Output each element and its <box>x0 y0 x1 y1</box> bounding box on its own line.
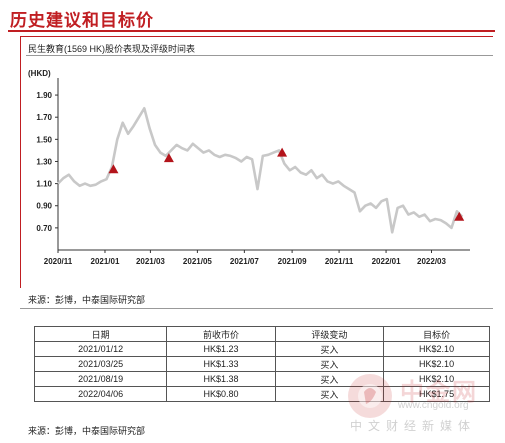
y-tick-label: 0.70 <box>36 224 52 233</box>
cell-rating: 买入 <box>274 386 385 402</box>
x-tick-label: 2021/07 <box>230 257 259 266</box>
watermark-url: www.cngold.org <box>398 400 469 411</box>
cell-prev-close: HK$0.80 <box>166 386 276 402</box>
title-divider <box>8 30 495 32</box>
cell-date: 2021/08/19 <box>33 371 168 387</box>
cell-prev-close: HK$1.33 <box>166 356 276 372</box>
y-tick-label: 1.90 <box>36 91 52 100</box>
table-header-row: 日期 前收市价 评级变动 目标价 <box>33 326 490 342</box>
table-row: 2022/04/06 HK$0.80 买入 HK$1.75 <box>33 386 490 402</box>
watermark-logo-icon <box>348 374 392 418</box>
x-tick-label: 2021/05 <box>183 257 212 266</box>
header-date: 日期 <box>33 326 168 342</box>
y-tick-label: 1.10 <box>36 180 52 189</box>
x-tick-label: 2021/11 <box>325 257 354 266</box>
cell-rating: 买入 <box>274 341 385 357</box>
source-note-top: 来源：彭博，中泰国际研究部 <box>28 295 146 305</box>
page-title: 历史建议和目标价 <box>10 11 154 30</box>
rating-marker <box>454 211 465 221</box>
cell-target: HK$1.75 <box>383 386 490 402</box>
cell-prev-close: HK$1.23 <box>166 341 276 357</box>
header-prev-close: 前收市价 <box>166 326 276 342</box>
chart-frame <box>20 36 494 288</box>
rating-table: 日期 前收市价 评级变动 目标价 2021/01/12 HK$1.23 买入 H… <box>33 326 490 402</box>
y-axis-label: (HKD) <box>28 69 51 78</box>
rating-marker <box>108 164 119 174</box>
x-tick-label: 2022/01 <box>372 257 401 266</box>
caption-divider <box>26 55 493 56</box>
rating-marker <box>277 147 288 157</box>
y-tick-label: 0.90 <box>36 202 52 211</box>
price-series-line <box>57 107 464 234</box>
header-rating-change: 评级变动 <box>274 326 385 342</box>
x-tick-label: 2020/11 <box>44 257 73 266</box>
x-tick-label: 2021/09 <box>278 257 307 266</box>
rating-marker <box>163 153 174 163</box>
cell-date: 2021/01/12 <box>33 341 168 357</box>
cell-date: 2022/04/06 <box>33 386 168 402</box>
source-note-bottom: 来源：彭博，中泰国际研究部 <box>28 426 146 436</box>
y-tick-label: 1.30 <box>36 157 52 166</box>
table-row: 2021/03/25 HK$1.33 买入 HK$2.10 <box>33 356 490 372</box>
source-divider <box>20 308 493 309</box>
x-tick-label: 2021/03 <box>136 257 165 266</box>
x-tick-label: 2021/01 <box>91 257 120 266</box>
price-chart: (HKD) 0.70 0.90 1.10 1.30 1.50 1.70 1.90 2020/11… <box>28 69 470 266</box>
cell-prev-close: HK$1.38 <box>166 371 276 387</box>
watermark-subtitle: 中文财经新媒体 <box>350 419 477 433</box>
cell-target: HK$2.10 <box>383 341 490 357</box>
header-target-price: 目标价 <box>383 326 490 342</box>
chart-frame-top <box>20 36 493 37</box>
table-row: 2021/01/12 HK$1.23 买入 HK$2.10 <box>33 341 490 357</box>
x-tick-label: 2022/03 <box>417 257 446 266</box>
watermark-text: 中金网 <box>400 379 478 406</box>
table-row: 2021/08/19 HK$1.38 买入 HK$2.10 <box>33 371 490 387</box>
cell-date: 2021/03/25 <box>33 356 168 372</box>
y-tick-label: 1.50 <box>36 135 52 144</box>
chart-caption: 民生教育(1569 HK)股价表现及评级时间表 <box>28 44 196 54</box>
y-tick-label: 1.70 <box>36 113 52 122</box>
